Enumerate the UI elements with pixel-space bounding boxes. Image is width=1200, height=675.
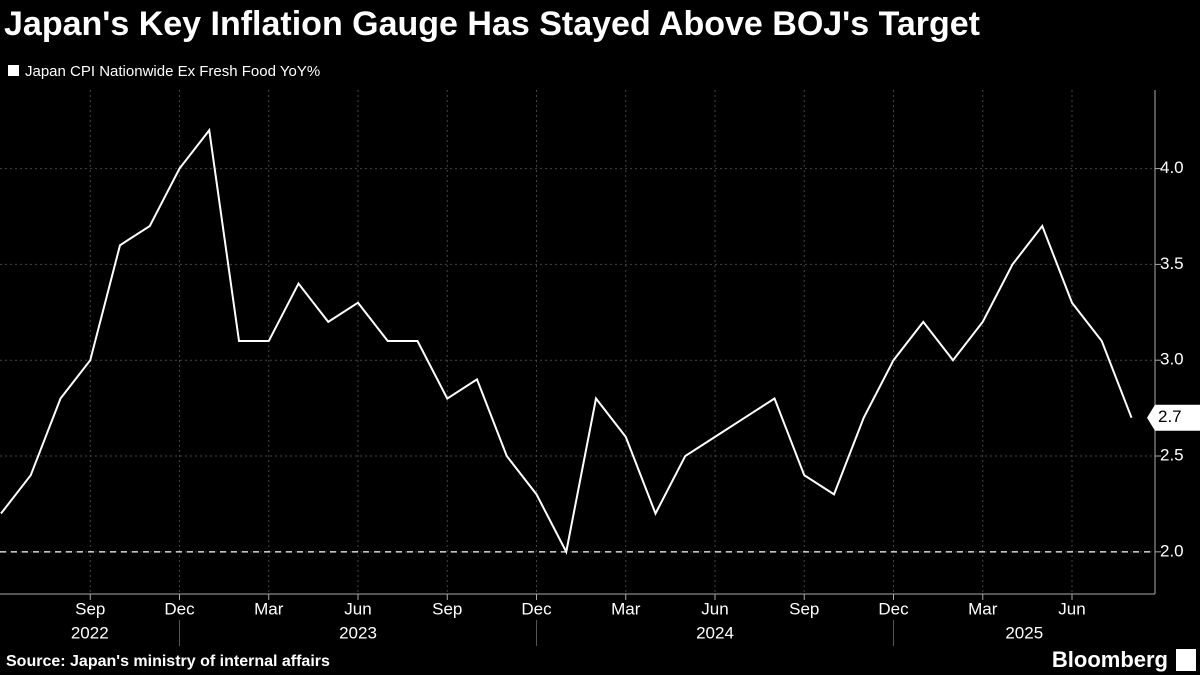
x-tick-label: Dec [521,599,552,618]
x-tick-label: Mar [968,599,998,618]
x-tick-label: Jun [344,599,371,618]
legend-swatch [8,65,19,76]
brand: Bloomberg [1052,647,1168,672]
value-tag [1147,404,1200,431]
brand-icon [1176,649,1196,671]
line-series [0,127,1133,555]
y-tick-label: 3.5 [1160,254,1184,273]
year-label: 2025 [1005,623,1043,642]
x-tick-label: Jun [701,599,728,618]
y-tick-label: 2.5 [1160,446,1184,465]
x-tick-label: Jun [1058,599,1085,618]
x-tick-label: Sep [432,599,462,618]
chart-title: Japan's Key Inflation Gauge Has Stayed A… [4,5,980,43]
x-tick-label: Dec [878,599,909,618]
x-tick-label: Sep [789,599,819,618]
source: Source: Japan's ministry of internal aff… [6,653,330,670]
value-label: 2.7 [1158,407,1182,426]
year-label: 2022 [71,623,109,642]
x-tick-label: Mar [254,599,284,618]
y-tick-label: 4.0 [1160,158,1184,177]
legend-label: Japan CPI Nationwide Ex Fresh Food YoY% [25,63,320,80]
y-tick-label: 3.0 [1160,350,1184,369]
y-tick-label: 2.0 [1160,541,1184,560]
year-label: 2024 [696,623,734,642]
x-tick-label: Dec [164,599,195,618]
year-label: 2023 [339,623,377,642]
x-tick-label: Mar [611,599,641,618]
x-tick-label: Sep [75,599,105,618]
